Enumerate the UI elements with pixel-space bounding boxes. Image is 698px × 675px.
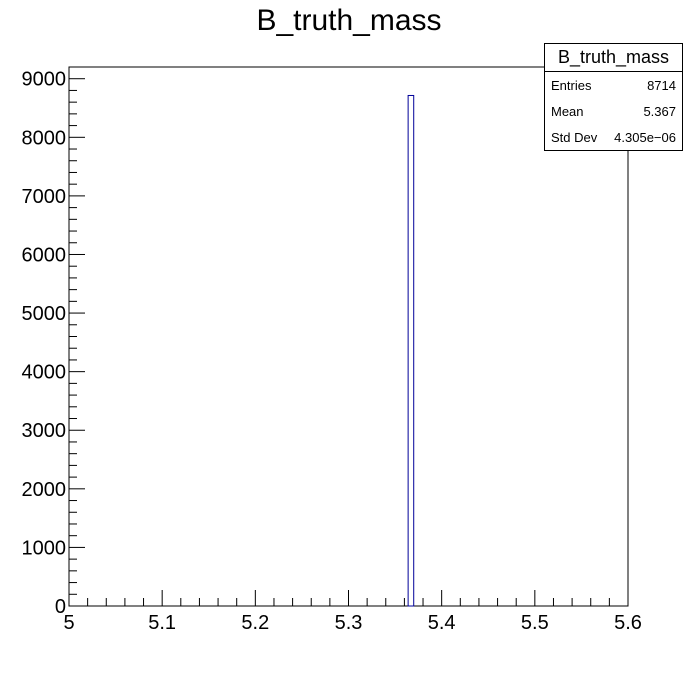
y-tick-label: 4000 — [22, 362, 67, 384]
y-tick-label: 8000 — [22, 127, 67, 149]
stats-label-mean: Mean — [551, 103, 584, 119]
y-tick-label: 1000 — [22, 537, 67, 559]
histogram-bins — [407, 94, 415, 607]
stats-row-entries: Entries 8714 — [545, 72, 682, 98]
histogram-bin — [407, 94, 415, 607]
y-tick-label: 9000 — [22, 69, 67, 91]
stats-value-entries: 8714 — [647, 77, 676, 93]
y-tick-label: 6000 — [22, 244, 67, 266]
x-axis: 5 5.1 5.2 5.3 5.4 5.5 5.6 — [63, 590, 642, 634]
y-tick-label: 3000 — [22, 420, 67, 442]
stats-box-title: B_truth_mass — [545, 44, 682, 72]
stats-value-stddev: 4.305e−06 — [614, 129, 676, 145]
x-tick-label: 5.1 — [148, 612, 176, 634]
stats-label-stddev: Std Dev — [551, 129, 598, 145]
y-tick-label: 0 — [55, 596, 66, 618]
x-tick-label: 5 — [63, 612, 74, 634]
chart-title: B_truth_mass — [256, 4, 442, 37]
y-tick-label: 7000 — [22, 186, 67, 208]
x-tick-label: 5.2 — [241, 612, 269, 634]
stats-box: B_truth_mass Entries 8714 Mean 5.367 Std… — [544, 43, 683, 151]
stats-row-stddev: Std Dev 4.305e−06 — [545, 124, 682, 150]
x-tick-label: 5.6 — [614, 612, 642, 634]
y-axis: 0 1000 2000 3000 4000 5000 6000 7000 8000 9000 — [22, 66, 85, 618]
stats-label-entries: Entries — [551, 77, 592, 93]
x-tick-label: 5.4 — [428, 612, 456, 634]
x-tick-label: 5.5 — [521, 612, 549, 634]
x-tick-label: 5.3 — [335, 612, 363, 634]
stats-row-mean: Mean 5.367 — [545, 98, 682, 124]
stats-value-mean: 5.367 — [643, 103, 676, 119]
y-tick-label: 2000 — [22, 479, 67, 501]
y-tick-label: 5000 — [22, 303, 67, 325]
